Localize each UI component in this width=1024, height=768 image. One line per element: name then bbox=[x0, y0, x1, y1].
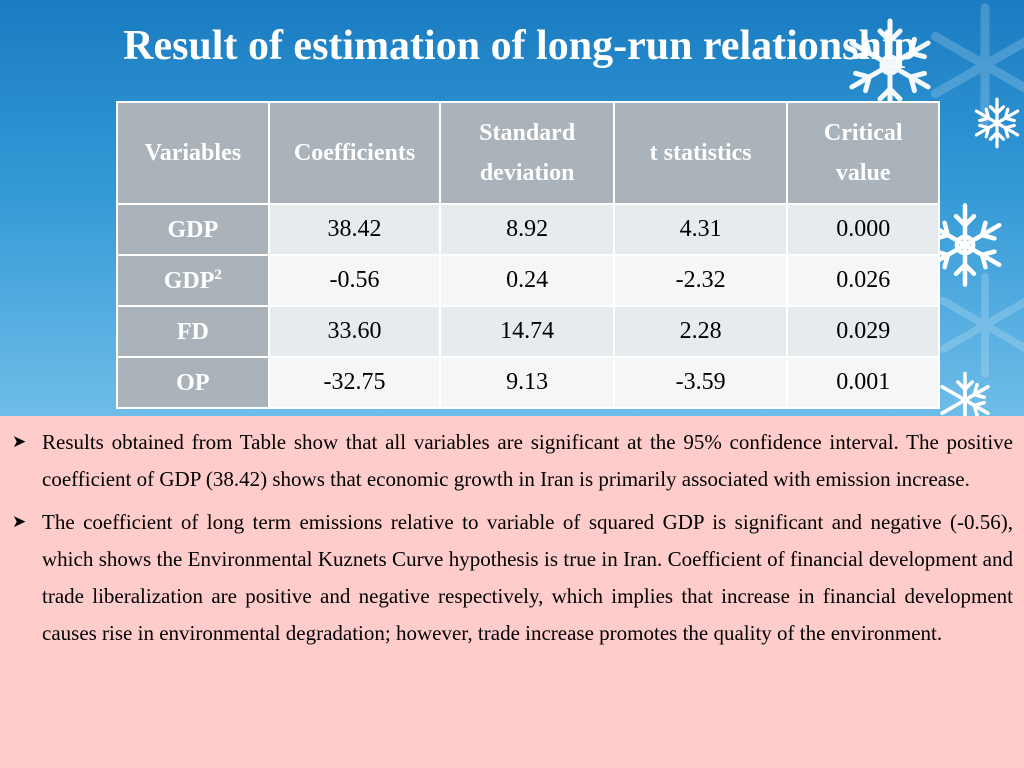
table-row: GDP 38.42 8.92 4.31 0.000 bbox=[116, 203, 940, 256]
table-row: OP -32.75 9.13 -3.59 0.001 bbox=[116, 356, 940, 409]
header-standard-deviation: Standard deviation bbox=[439, 101, 615, 205]
row-critical: 0.001 bbox=[786, 356, 940, 409]
bullet-text: Results obtained from Table show that al… bbox=[42, 430, 1013, 491]
snowflake-icon bbox=[930, 3, 1024, 127]
row-variable: GDP2 bbox=[116, 254, 270, 307]
header-coefficients: Coefficients bbox=[267, 101, 442, 205]
list-item: ➤ The coefficient of long term emissions… bbox=[12, 504, 1013, 652]
row-coefficient: -0.56 bbox=[267, 254, 442, 307]
snowflake-icon bbox=[939, 272, 1024, 378]
arrowhead-bullet-icon: ➤ bbox=[12, 432, 27, 452]
header-critical-value: Critical value bbox=[786, 101, 940, 205]
header-t-statistics: t statistics bbox=[612, 101, 789, 205]
row-critical: 0.000 bbox=[786, 203, 940, 256]
row-variable: GDP bbox=[116, 203, 270, 256]
row-std-dev: 14.74 bbox=[439, 305, 615, 358]
row-t-stat: -3.59 bbox=[612, 356, 789, 409]
snowflake-icon bbox=[974, 97, 1020, 149]
row-std-dev: 0.24 bbox=[439, 254, 615, 307]
row-variable: OP bbox=[116, 356, 270, 409]
results-table: Variables Coefficients Standard deviatio… bbox=[116, 101, 940, 409]
findings-text-box: ➤ Results obtained from Table show that … bbox=[0, 416, 1024, 768]
row-variable: FD bbox=[116, 305, 270, 358]
row-std-dev: 9.13 bbox=[439, 356, 615, 409]
row-coefficient: -32.75 bbox=[267, 356, 442, 409]
header-variables: Variables bbox=[116, 101, 270, 205]
table-row: GDP2 -0.56 0.24 -2.32 0.026 bbox=[116, 254, 940, 307]
table-header-row: Variables Coefficients Standard deviatio… bbox=[116, 101, 940, 205]
row-coefficient: 38.42 bbox=[267, 203, 442, 256]
snowflake-icon bbox=[928, 203, 1002, 287]
row-critical: 0.026 bbox=[786, 254, 940, 307]
snowflake-icon bbox=[849, 18, 931, 112]
row-critical: 0.029 bbox=[786, 305, 940, 358]
table-row: FD 33.60 14.74 2.28 0.029 bbox=[116, 305, 940, 358]
slide-title: Result of estimation of long-run relatio… bbox=[123, 23, 917, 69]
row-coefficient: 33.60 bbox=[267, 305, 442, 358]
bullet-text: The coefficient of long term emissions r… bbox=[42, 510, 1013, 645]
list-item: ➤ Results obtained from Table show that … bbox=[12, 424, 1013, 498]
arrowhead-bullet-icon: ➤ bbox=[12, 512, 27, 532]
row-t-stat: 2.28 bbox=[612, 305, 789, 358]
row-std-dev: 8.92 bbox=[439, 203, 615, 256]
row-t-stat: 4.31 bbox=[612, 203, 789, 256]
snowflake-icon bbox=[940, 371, 990, 416]
row-t-stat: -2.32 bbox=[612, 254, 789, 307]
